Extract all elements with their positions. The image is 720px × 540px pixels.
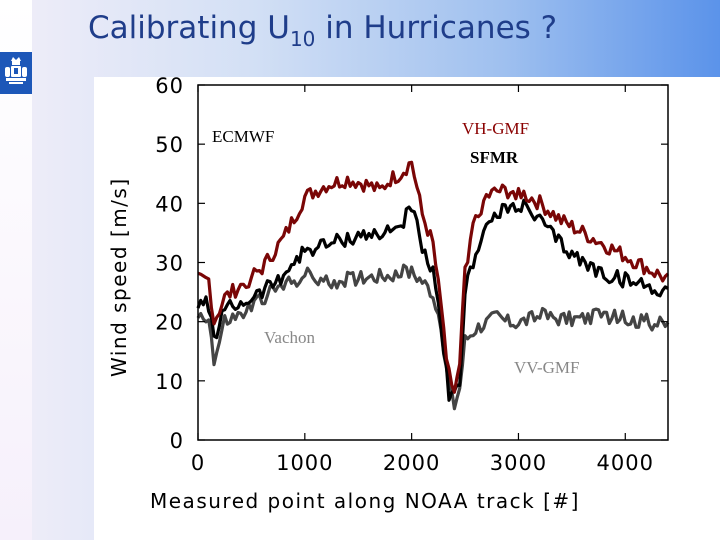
x-axis-title: Measured point along NOAA track [#] <box>150 489 580 513</box>
annotation-vv: VV-GMF <box>514 358 580 377</box>
y-tick-label: 30 <box>155 252 184 276</box>
wind-speed-chart: 0 10 20 30 40 50 60 0 1000 2000 3000 4000 Measured … <box>107 77 670 513</box>
annotation-vh: VH-GMF <box>462 119 529 138</box>
annotation-sfmr: SFMR <box>470 148 519 167</box>
series-line-ecmwf <box>197 160 670 394</box>
y-axis-title: Wind speed [m/s] <box>107 177 131 377</box>
y-tick-label: 10 <box>155 370 184 394</box>
x-tick-label: 2000 <box>383 451 440 475</box>
title-suffix: in Hurricanes ? <box>315 10 558 46</box>
slide-title: Calibrating U10 in Hurricanes ? <box>88 10 558 51</box>
y-tick-label: 20 <box>155 311 184 335</box>
y-tick-label: 40 <box>155 192 184 216</box>
series-line-vachon <box>196 263 670 411</box>
series-layer <box>196 160 670 411</box>
y-tick-label: 60 <box>155 77 184 98</box>
tick-layer: 0 10 20 30 40 50 60 0 1000 2000 3000 4000 <box>155 77 668 475</box>
series-line-sfmr <box>196 198 669 402</box>
x-tick-label: 4000 <box>597 451 654 475</box>
logo-badge <box>0 52 32 94</box>
annotation-ecmwf: ECMWF <box>212 127 274 146</box>
sidebar-strip <box>0 0 32 540</box>
annotation-vachon: Vachon <box>264 328 315 347</box>
x-tick-label: 3000 <box>490 451 547 475</box>
y-tick-label: 50 <box>155 133 184 157</box>
chart-panel: 0 10 20 30 40 50 60 0 1000 2000 3000 4000 Measured … <box>94 77 720 540</box>
annotation-layer: VV-GMF Vachon SFMR VH-GMF ECMWF <box>212 119 580 377</box>
x-tick-label: 0 <box>191 451 205 475</box>
royal-crest-icon <box>5 57 27 84</box>
y-tick-label: 0 <box>170 429 184 453</box>
x-tick-label: 1000 <box>276 451 333 475</box>
title-subscript: 10 <box>289 27 316 51</box>
title-main: Calibrating U <box>88 10 290 46</box>
